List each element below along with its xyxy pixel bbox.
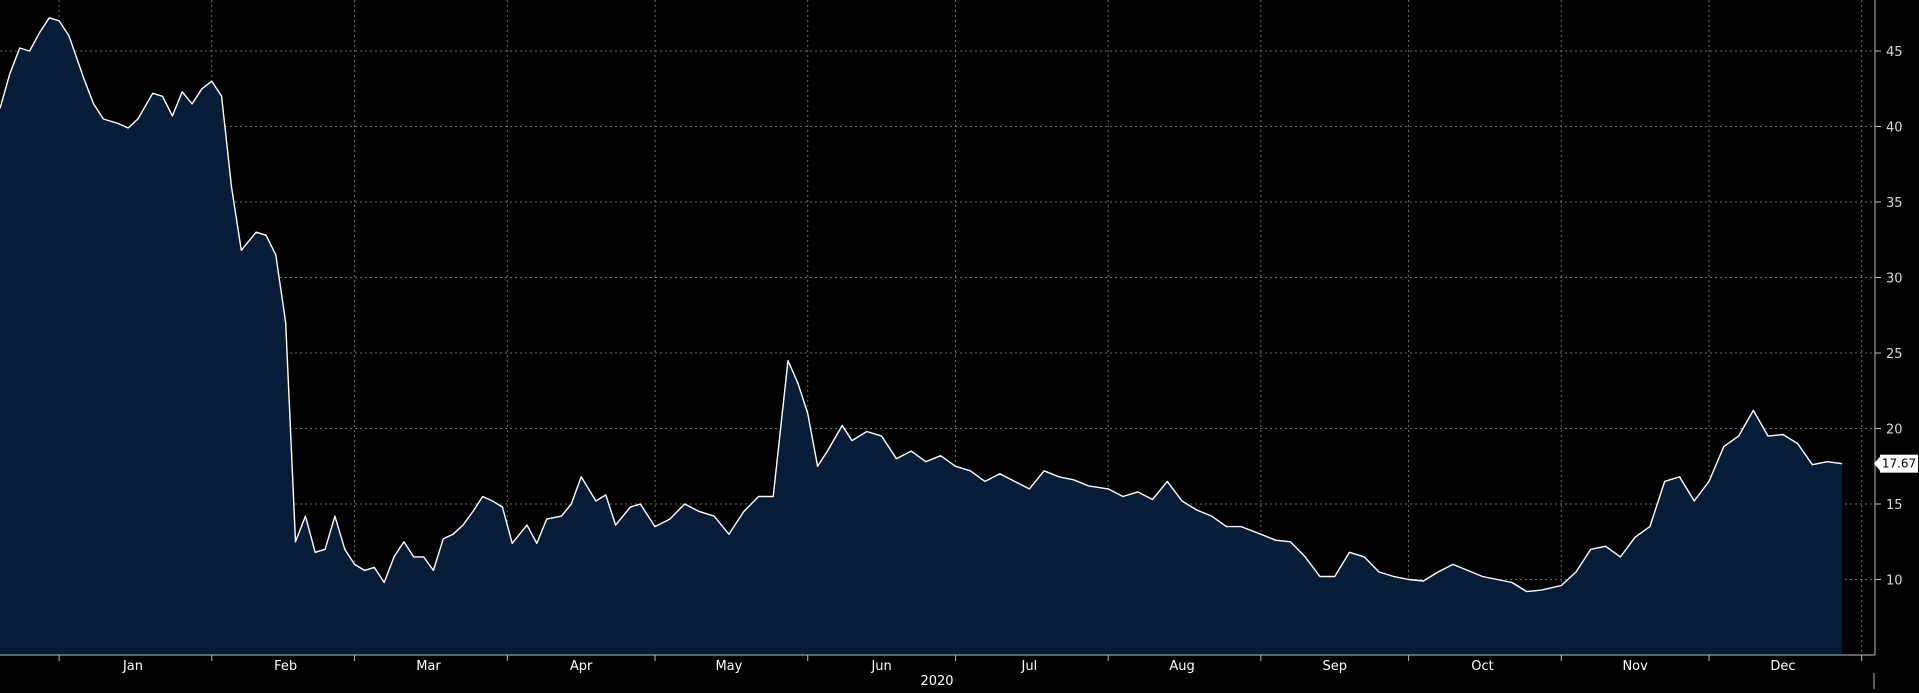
x-tick-label: Jan [122,659,143,674]
y-tick-label: 45 [1886,45,1903,60]
y-tick-label: 40 [1886,121,1903,136]
x-tick-label: May [715,659,742,674]
y-tick-label: 30 [1886,272,1903,287]
x-tick-label: Nov [1622,659,1648,674]
series-area [0,17,1842,656]
y-tick-label: 20 [1886,423,1903,438]
x-tick-label: Jul [1021,659,1038,674]
x-tick-label: Sep [1322,659,1347,674]
y-tick-label: 25 [1886,347,1903,362]
y-tick-label: 10 [1886,574,1903,589]
x-tick-label: Oct [1471,659,1493,674]
label-layer: 2020 17.67 Jan Feb Mar Apr May Jun Jul Aug Sep Oc… [122,454,1918,689]
x-tick-label: Mar [416,659,441,674]
y-tick-label: 15 [1886,498,1903,513]
x-tick-label: Apr [570,659,593,674]
last-value-badge: 17.67 [1874,454,1918,473]
x-tick-label: Aug [1169,659,1194,674]
y-tick-label: 35 [1886,196,1903,211]
x-tick-label: Feb [274,659,297,674]
x-tick-label: Dec [1770,659,1795,674]
series-line [0,17,1843,593]
x-axis-label: 2020 [920,674,953,689]
last-value-text: 17.67 [1882,457,1916,471]
area-layer [0,17,1843,656]
x-tick-label: Jun [870,659,891,674]
